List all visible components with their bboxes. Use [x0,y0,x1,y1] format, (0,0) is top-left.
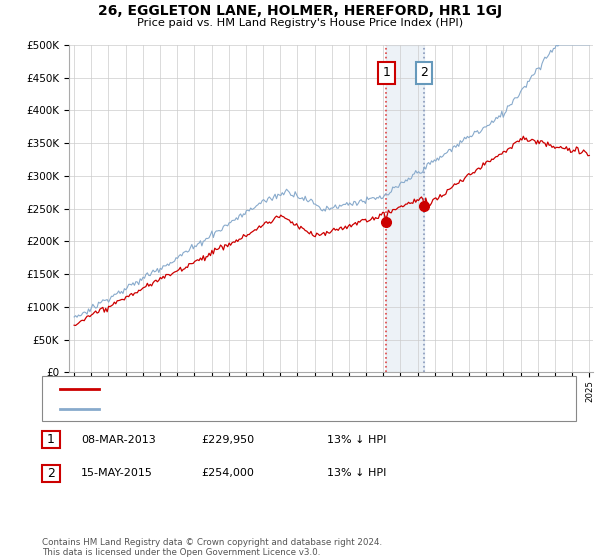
Text: 1: 1 [382,66,390,79]
Text: Contains HM Land Registry data © Crown copyright and database right 2024.
This d: Contains HM Land Registry data © Crown c… [42,538,382,557]
Text: 13% ↓ HPI: 13% ↓ HPI [327,435,386,445]
Text: 2: 2 [47,466,55,480]
Text: £229,950: £229,950 [201,435,254,445]
Text: Price paid vs. HM Land Registry's House Price Index (HPI): Price paid vs. HM Land Registry's House … [137,18,463,29]
Text: 26, EGGLETON LANE, HOLMER, HEREFORD, HR1 1GJ (detached house): 26, EGGLETON LANE, HOLMER, HEREFORD, HR1… [105,384,491,394]
Text: 13% ↓ HPI: 13% ↓ HPI [327,468,386,478]
Text: 1: 1 [47,433,55,446]
Text: 2: 2 [420,66,428,79]
Text: 15-MAY-2015: 15-MAY-2015 [81,468,153,478]
Text: HPI: Average price, detached house, Herefordshire: HPI: Average price, detached house, Here… [105,404,382,414]
Bar [386,45,424,372]
Text: 08-MAR-2013: 08-MAR-2013 [81,435,156,445]
Text: 26, EGGLETON LANE, HOLMER, HEREFORD, HR1 1GJ: 26, EGGLETON LANE, HOLMER, HEREFORD, HR1… [98,4,502,18]
Text: £254,000: £254,000 [201,468,254,478]
